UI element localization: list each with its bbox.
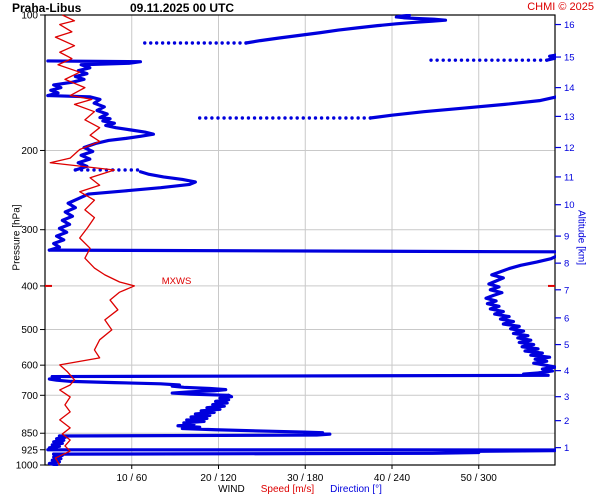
plot-frame — [44, 14, 556, 466]
altitude-axis: 16 15 14 13 12 11 10 9 8 7 6 5 4 3 2 1 — [555, 20, 575, 454]
pressure-axis-title: Pressure [hPa] — [11, 204, 23, 271]
altitude-tick-label: 9 — [564, 232, 569, 243]
gridlines — [45, 14, 555, 466]
x-axis-title-direction: Direction [°] — [330, 484, 382, 495]
x-axis-title-wind: WIND — [218, 484, 245, 495]
altitude-tick-label: 8 — [564, 259, 569, 270]
pressure-tick-label: 925 — [21, 445, 38, 456]
x-tick-label: 40 / 240 — [374, 473, 411, 484]
x-tick-label: 10 / 60 — [116, 473, 147, 484]
x-tick-label: 30 / 180 — [287, 473, 324, 484]
mxws-label: MXWS — [162, 276, 192, 287]
altitude-tick-label: 11 — [564, 172, 574, 183]
altitude-tick-label: 1 — [564, 443, 569, 454]
pressure-axis: 100 200 300 400 500 600 700 850 925 1000 — [16, 11, 45, 472]
pressure-tick-label: 850 — [21, 429, 38, 440]
copyright-notice: CHMI © 2025 — [527, 1, 594, 13]
pressure-tick-label: 200 — [21, 146, 38, 157]
x-axis-title: WIND Speed [m/s] Direction [°] — [0, 484, 600, 495]
x-axis-title-speed: Speed [m/s] — [260, 484, 315, 495]
x-tick-label: 50 / 300 — [461, 473, 498, 484]
speed-curve — [49, 14, 136, 466]
pressure-tick-label: 100 — [21, 11, 38, 22]
altitude-tick-label: 10 — [564, 200, 575, 211]
mxws-annotation: MXWS — [45, 276, 555, 287]
station-title: Praha-Libus — [12, 1, 82, 15]
direction-curve — [46, 14, 556, 466]
pressure-tick-label: 700 — [21, 391, 38, 402]
altitude-tick-label: 7 — [564, 285, 569, 296]
altitude-tick-label: 12 — [564, 143, 575, 154]
altitude-tick-label: 14 — [564, 83, 575, 94]
altitude-tick-label: 3 — [564, 392, 569, 403]
altitude-tick-label: 5 — [564, 340, 569, 351]
altitude-axis-title: Altitude [km] — [575, 209, 587, 266]
pressure-tick-label: 600 — [21, 361, 38, 372]
pressure-tick-label: 300 — [21, 225, 38, 236]
altitude-tick-label: 13 — [564, 112, 575, 123]
sounding-datetime: 09.11.2025 00 UTC — [130, 1, 235, 15]
altitude-tick-label: 2 — [564, 416, 569, 427]
x-axis: 10 / 60 20 / 120 30 / 180 40 / 240 50 / 300 — [116, 465, 497, 484]
pressure-tick-label: 400 — [21, 281, 38, 292]
altitude-tick-label: 15 — [564, 53, 575, 64]
pressure-tick-label: 500 — [21, 325, 38, 336]
altitude-tick-label: 16 — [564, 20, 575, 31]
x-tick-label: 20 / 120 — [200, 473, 237, 484]
pressure-tick-label: 1000 — [16, 461, 39, 472]
altitude-tick-label: 4 — [564, 366, 569, 377]
altitude-tick-label: 6 — [564, 313, 569, 324]
